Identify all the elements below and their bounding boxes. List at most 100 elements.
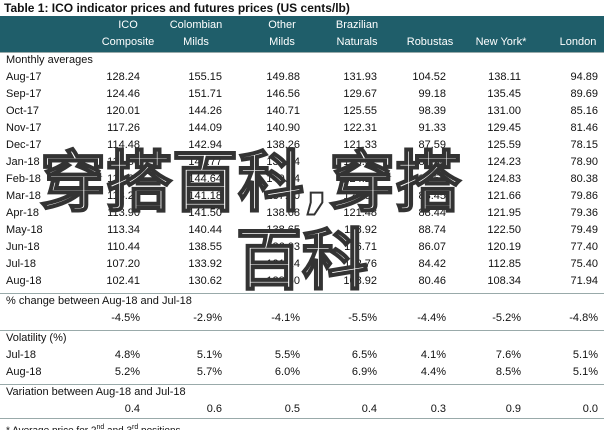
cell: 85.16 — [570, 104, 598, 117]
cell: 4.8% — [114, 348, 140, 361]
cell: 108.92 — [343, 274, 377, 287]
column-header: Colombian — [169, 19, 223, 31]
cell: 6.0% — [274, 365, 300, 378]
cell: 122.50 — [487, 223, 521, 236]
row-label: Feb-18 — [6, 172, 41, 185]
cell: 141.18 — [188, 189, 222, 202]
footnote: * Average price for 2nd and 3rd position… — [6, 420, 181, 430]
cell: 143.77 — [188, 155, 222, 168]
row-label: Apr-18 — [6, 206, 40, 219]
cell: -2.9% — [193, 311, 222, 324]
cell: 124.83 — [487, 172, 521, 185]
row-label: Aug-18 — [6, 274, 42, 287]
cell: 108.34 — [487, 274, 521, 287]
cell: 138.68 — [266, 206, 300, 219]
cell: 130.62 — [188, 274, 222, 287]
cell: 0.4 — [124, 402, 140, 415]
watermark: 百科 — [235, 222, 369, 299]
cell: 5.5% — [274, 348, 300, 361]
cell: 141.50 — [188, 206, 222, 219]
cell: 86.07 — [418, 240, 446, 253]
cell: 151.71 — [188, 87, 222, 100]
cell: 113.24 — [107, 189, 140, 202]
cell: 136.03 — [266, 240, 300, 253]
cell: 110.44 — [107, 240, 140, 253]
cell: 138.26 — [266, 138, 300, 151]
cell: 116.71 — [344, 240, 377, 253]
cell: 79.49 — [570, 223, 598, 236]
section-rule — [0, 293, 604, 294]
cell: 121.66 — [487, 189, 521, 202]
cell: 138.55 — [188, 240, 222, 253]
column-header: Composite — [101, 36, 155, 48]
table-title: Table 1: ICO indicator prices and future… — [4, 1, 350, 15]
cell: 98.39 — [418, 104, 446, 117]
cell: 131.00 — [487, 104, 521, 117]
section-rule — [0, 418, 604, 419]
cell: 144.26 — [188, 104, 222, 117]
row-label: Jul-18 — [6, 348, 36, 361]
row-label: May-18 — [6, 223, 43, 236]
cell: 80.38 — [570, 172, 598, 185]
section-label: Monthly averages — [6, 54, 93, 66]
row-label: Nov-17 — [6, 121, 42, 134]
cell: 88.90 — [418, 155, 446, 168]
cell: 4.1% — [420, 348, 446, 361]
cell: 80.46 — [418, 274, 446, 287]
cell: 81.46 — [570, 121, 598, 134]
cell: 120.19 — [487, 240, 521, 253]
cell: 124.20 — [343, 172, 377, 185]
section-rule — [0, 52, 604, 53]
cell: -4.5% — [111, 311, 140, 324]
cell: 137.60 — [266, 189, 300, 202]
column-header: Brazilian — [335, 19, 379, 31]
cell: 131.14 — [266, 257, 300, 270]
cell: 121.95 — [487, 206, 521, 219]
cell: 84.42 — [418, 257, 446, 270]
row-label: Dec-17 — [6, 138, 42, 151]
cell: 125.55 — [343, 104, 377, 117]
cell: 77.40 — [570, 240, 598, 253]
header-bar — [0, 16, 604, 52]
row-label: Jun-18 — [6, 240, 40, 253]
cell: 120.01 — [106, 104, 140, 117]
cell: 112.76 — [344, 257, 377, 270]
section-rule — [0, 384, 604, 385]
cell: 138.65 — [266, 223, 300, 236]
cell: 122.31 — [343, 121, 377, 134]
cell: 102.41 — [106, 274, 140, 287]
column-header: London — [559, 36, 597, 48]
cell: 129.45 — [487, 121, 521, 134]
cell: 142.94 — [188, 138, 222, 151]
cell: 113.90 — [107, 206, 140, 219]
cell: -4.8% — [569, 311, 598, 324]
cell: 75.40 — [570, 257, 598, 270]
row-label: Sep-17 — [6, 87, 42, 100]
cell: 114.56 — [107, 155, 140, 168]
column-header: Milds — [269, 36, 295, 48]
cell: 6.5% — [351, 348, 377, 361]
cell: 139.24 — [266, 155, 300, 168]
cell: 129.67 — [343, 87, 377, 100]
cell: 79.86 — [570, 189, 598, 202]
cell: 5.7% — [196, 365, 222, 378]
cell: 124.23 — [487, 155, 521, 168]
cell: 0.0 — [582, 402, 598, 415]
cell: 146.56 — [266, 87, 300, 100]
cell: 88.44 — [418, 206, 446, 219]
cell: 140.04 — [266, 172, 300, 185]
cell: 121.33 — [343, 138, 377, 151]
row-label: Aug-18 — [6, 365, 42, 378]
cell: 94.89 — [570, 70, 598, 83]
column-header: Milds — [183, 36, 209, 48]
cell: 123.67 — [343, 155, 377, 168]
cell: 0.5 — [284, 402, 300, 415]
footnote-part: nd — [96, 424, 105, 430]
cell: 124.46 — [106, 87, 140, 100]
cell: 113.34 — [107, 223, 140, 236]
footnote-part: positions — [138, 425, 180, 430]
section-label: Variation between Aug-18 and Jul-18 — [6, 386, 186, 398]
cell: 138.11 — [488, 70, 521, 83]
cell: -4.1% — [271, 311, 300, 324]
row-label: Mar-18 — [6, 189, 41, 202]
